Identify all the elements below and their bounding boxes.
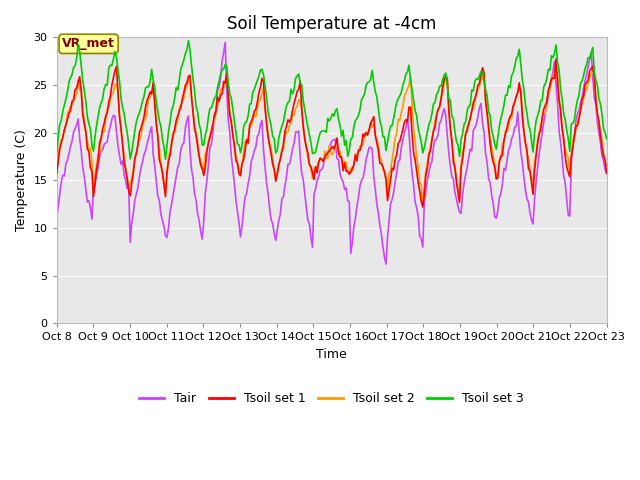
Text: VR_met: VR_met [62,37,115,50]
Y-axis label: Temperature (C): Temperature (C) [15,130,28,231]
Legend: Tair, Tsoil set 1, Tsoil set 2, Tsoil set 3: Tair, Tsoil set 1, Tsoil set 2, Tsoil se… [134,387,529,410]
X-axis label: Time: Time [316,348,347,361]
Title: Soil Temperature at -4cm: Soil Temperature at -4cm [227,15,436,33]
